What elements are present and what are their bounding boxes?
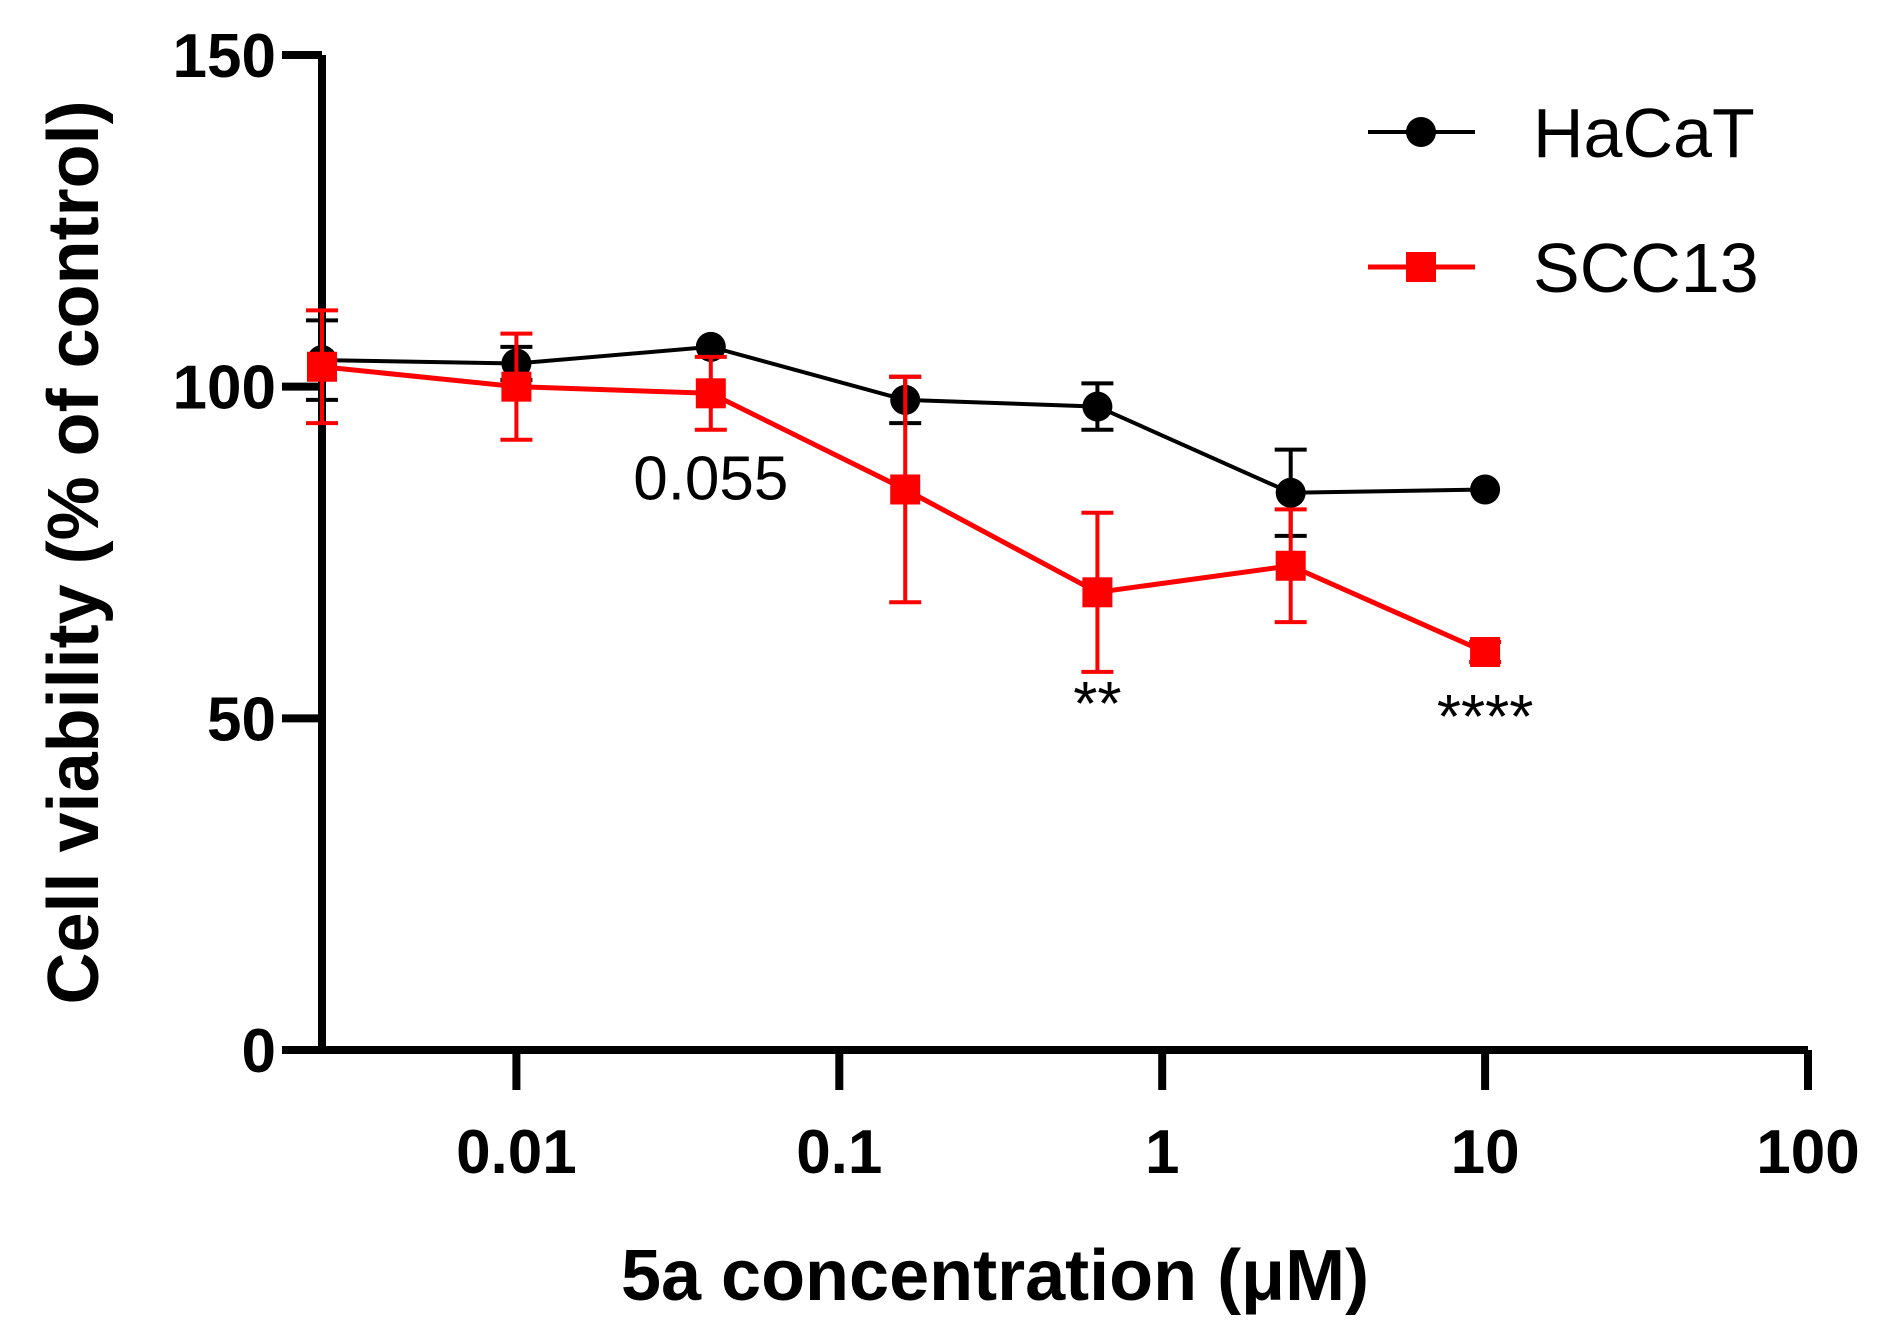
significance-annotation: 0.055 bbox=[633, 444, 788, 513]
legend: HaCaT SCC13 bbox=[1368, 94, 1759, 307]
legend-marker bbox=[1406, 252, 1436, 282]
legend-item-scc13: SCC13 bbox=[1368, 229, 1759, 307]
x-tick-label: 0.01 bbox=[456, 1118, 577, 1187]
x-tick-label: 0.1 bbox=[796, 1118, 882, 1187]
y-tick-label: 150 bbox=[173, 22, 276, 91]
legend-label: SCC13 bbox=[1533, 229, 1759, 307]
data-point bbox=[1082, 391, 1113, 422]
data-point bbox=[695, 331, 726, 362]
annotations: 0.055** **** bbox=[633, 444, 1533, 752]
y-axis-ticks: 0 50 100 150 bbox=[173, 22, 322, 1086]
data-series bbox=[306, 308, 1502, 674]
x-axis-title: 5a concentration (μM) bbox=[621, 1236, 1369, 1316]
series-scc13 bbox=[306, 308, 1502, 674]
data-point bbox=[307, 351, 337, 382]
x-tick-label: 10 bbox=[1451, 1118, 1520, 1187]
y-tick-label: 0 bbox=[242, 1017, 276, 1086]
data-point bbox=[1082, 577, 1113, 608]
x-axis-ticks: 0.01 0.1 1 10 100 bbox=[456, 1050, 1860, 1187]
y-tick-label: 100 bbox=[173, 354, 276, 423]
data-point bbox=[890, 474, 921, 505]
data-point bbox=[1275, 550, 1306, 581]
x-tick-label: 1 bbox=[1145, 1118, 1179, 1187]
data-point bbox=[1470, 474, 1501, 505]
data-point bbox=[501, 371, 532, 402]
data-point bbox=[1275, 477, 1306, 508]
x-tick-label: 100 bbox=[1756, 1118, 1859, 1187]
legend-label: HaCaT bbox=[1533, 94, 1755, 172]
significance-annotation: **** bbox=[1437, 683, 1534, 752]
y-tick-label: 50 bbox=[207, 685, 276, 754]
data-point bbox=[695, 378, 726, 409]
legend-marker bbox=[1406, 117, 1436, 147]
legend-item-hacat: HaCaT bbox=[1368, 94, 1755, 172]
axes bbox=[318, 55, 1808, 1054]
significance-annotation: ** bbox=[1073, 670, 1121, 739]
data-point bbox=[1470, 637, 1501, 667]
y-axis-title: Cell viability (% of control) bbox=[34, 100, 114, 1004]
